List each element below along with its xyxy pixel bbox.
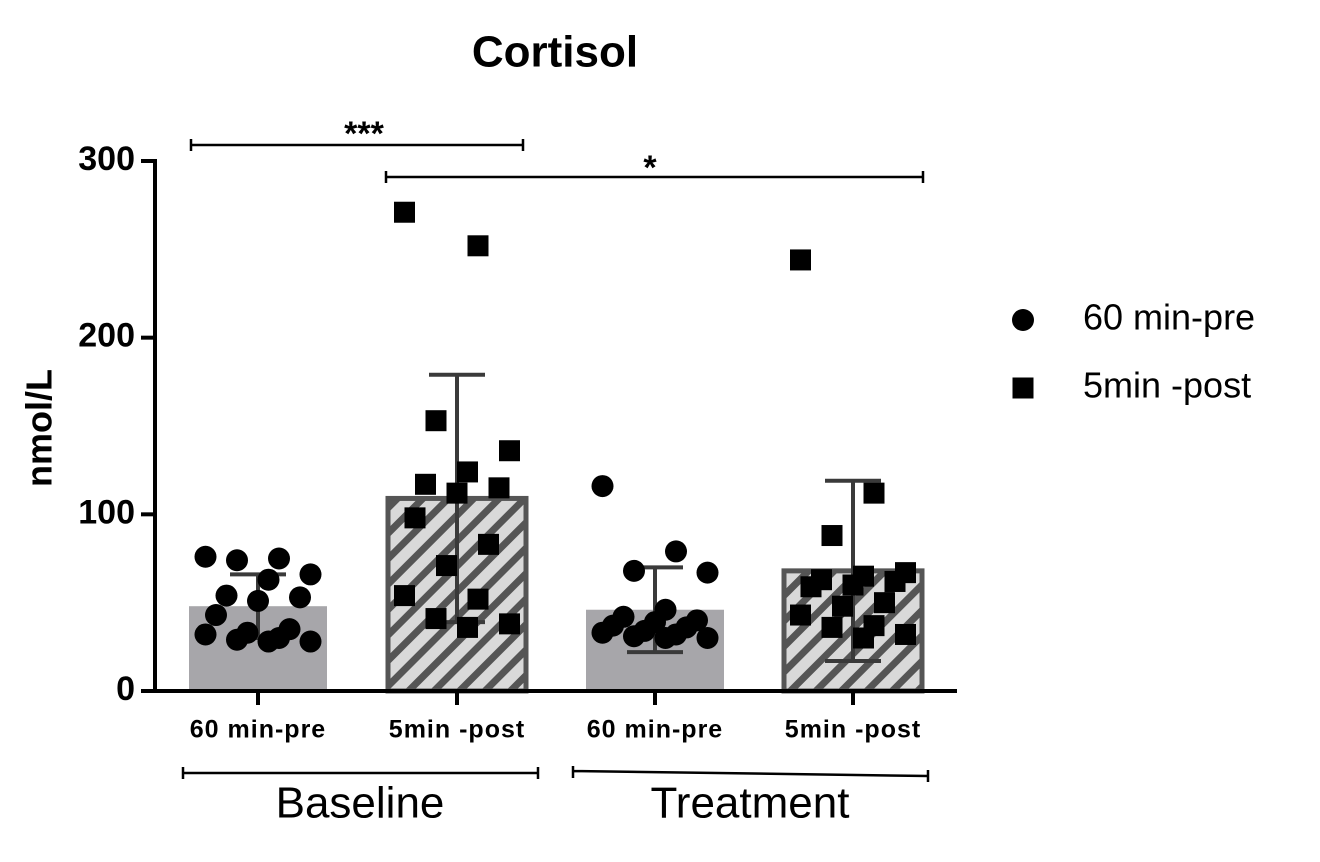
- data-point: [874, 592, 895, 614]
- chart-title: Cortisol: [472, 28, 638, 77]
- legend-marker: [1012, 309, 1034, 331]
- group-label: Treatment: [651, 779, 850, 828]
- data-point: [696, 627, 719, 649]
- data-point: [623, 559, 645, 582]
- data-point: [591, 621, 614, 644]
- y-tick-label: 300: [78, 140, 135, 178]
- data-point: [299, 563, 322, 586]
- data-point: [654, 627, 677, 649]
- annotation: *: [643, 149, 657, 187]
- data-point: [790, 249, 811, 271]
- group-label: Baseline: [276, 779, 445, 828]
- data-point: [205, 604, 227, 627]
- x-tick-label: 60 min-pre: [190, 716, 326, 744]
- data-point: [425, 410, 447, 432]
- data-point: [436, 555, 457, 577]
- data-point: [488, 477, 510, 499]
- data-point: [404, 507, 426, 529]
- group-bracket: [571, 766, 930, 782]
- data-point: [289, 586, 311, 609]
- y-tick-label: 200: [78, 317, 135, 355]
- data-point: [591, 475, 614, 498]
- data-point: [226, 549, 248, 572]
- data-point: [394, 585, 415, 607]
- data-point: [467, 588, 489, 610]
- data-point: [457, 616, 478, 638]
- y-axis-label: nmol/L: [19, 369, 60, 487]
- data-point: [226, 628, 248, 651]
- data-point: [467, 235, 489, 257]
- legend-label: 60 min-pre: [1083, 297, 1255, 338]
- data-point: [415, 473, 436, 495]
- x-tick-label: 60 min-pre: [587, 716, 723, 744]
- bracket: [384, 171, 925, 183]
- x-tick-label: 5min -post: [785, 716, 921, 744]
- data-point: [194, 545, 217, 568]
- data-point: [884, 570, 906, 592]
- data-point: [394, 201, 415, 223]
- y-tick-label: 100: [78, 493, 135, 531]
- data-point: [499, 613, 520, 635]
- x-tick-label: 5min -post: [389, 716, 525, 744]
- data-point: [832, 595, 853, 617]
- data-point: [895, 623, 916, 645]
- plot: [189, 201, 925, 694]
- y-tick-label: 0: [116, 670, 135, 708]
- data-point: [268, 547, 290, 570]
- data-point: [247, 589, 269, 612]
- significance-brackets: [181, 139, 930, 782]
- data-point: [446, 482, 468, 504]
- data-point: [696, 561, 719, 584]
- data-point: [863, 482, 885, 504]
- data-point: [800, 576, 822, 598]
- data-point: [623, 625, 645, 648]
- legend-marker: [1012, 377, 1034, 399]
- data-point: [425, 608, 447, 630]
- data-point: [194, 623, 217, 646]
- data-point: [821, 525, 843, 547]
- data-point: [215, 584, 238, 607]
- data-point: [478, 533, 499, 555]
- data-point: [257, 630, 280, 653]
- data-point: [790, 604, 811, 626]
- data-point: [457, 461, 478, 483]
- data-point: [257, 568, 280, 591]
- data-point: [842, 574, 864, 596]
- group-bracket: [181, 767, 540, 779]
- data-point: [853, 627, 874, 649]
- data-point: [821, 616, 843, 638]
- data-point: [499, 440, 520, 462]
- legend-label: 5min -post: [1083, 365, 1251, 406]
- bracket: [189, 139, 525, 151]
- data-point: [299, 630, 322, 653]
- annotation: ***: [344, 115, 384, 153]
- data-point: [665, 540, 687, 563]
